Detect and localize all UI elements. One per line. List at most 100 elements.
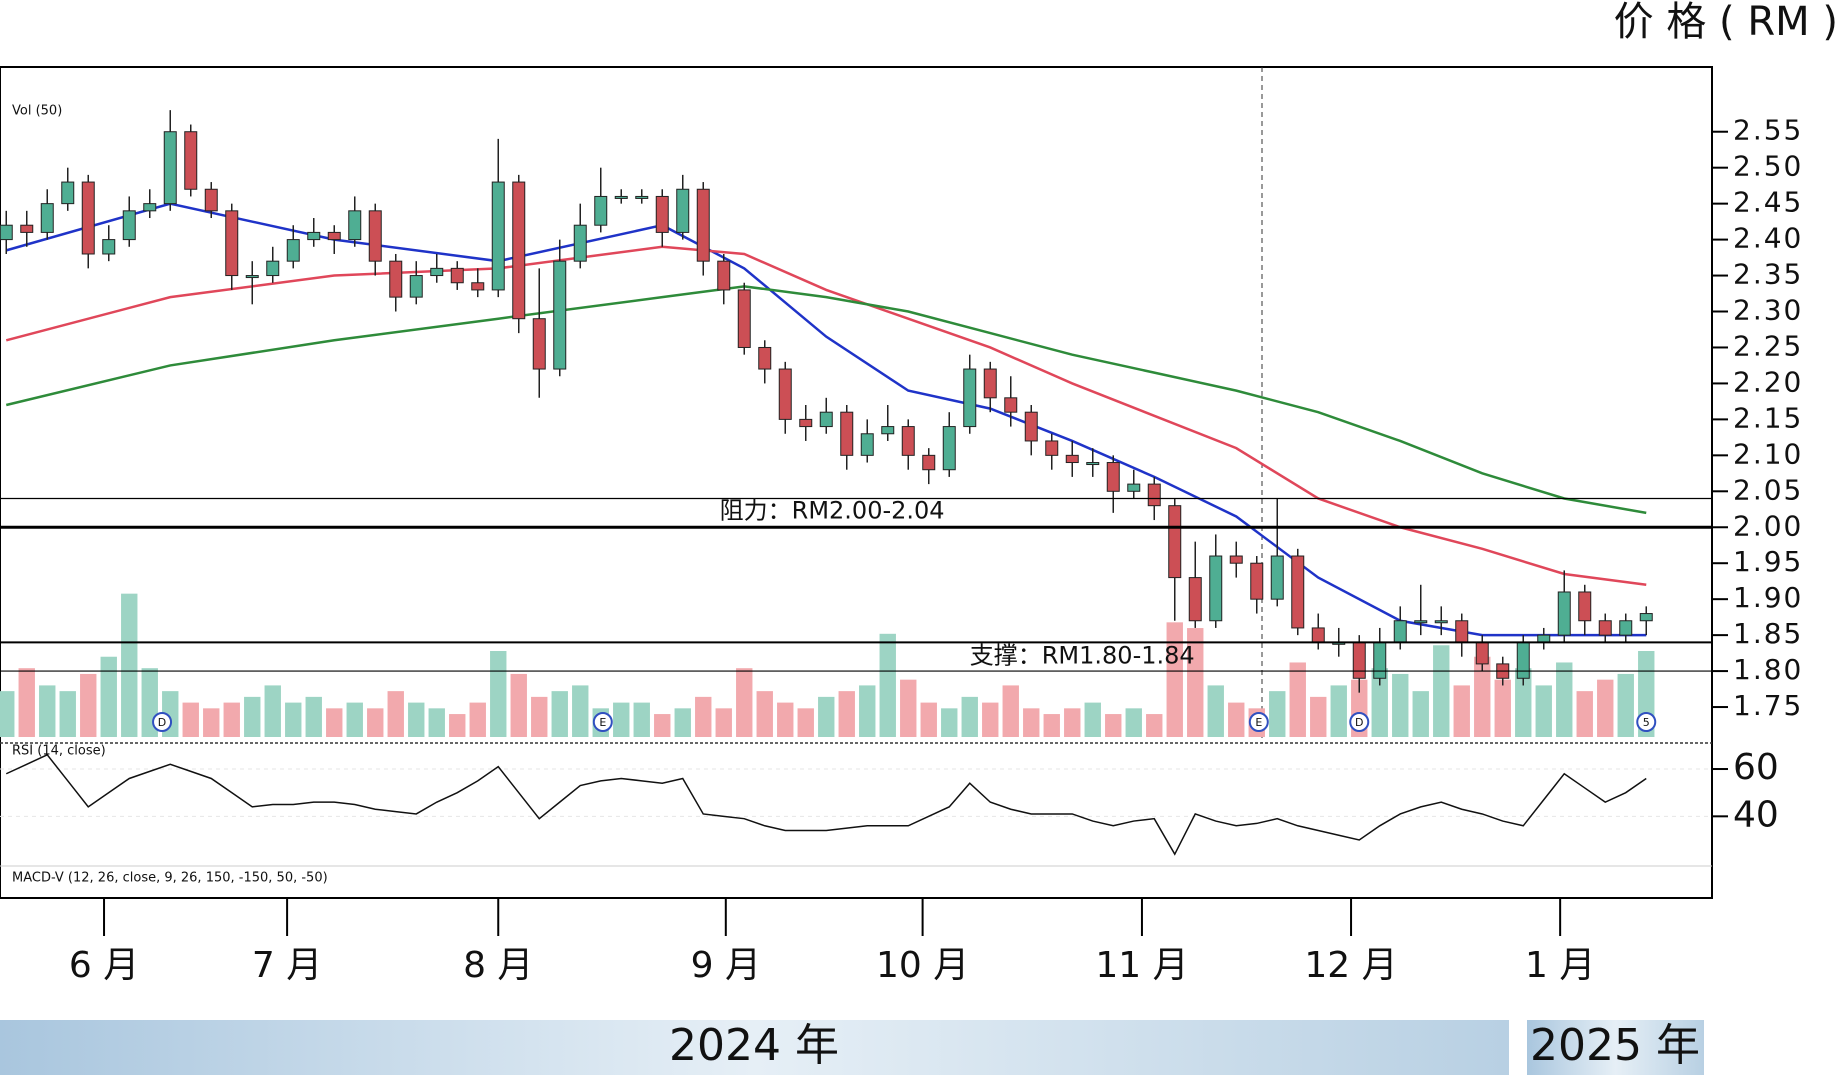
- volume-bar: [920, 702, 937, 737]
- volume-bar: [203, 708, 220, 737]
- candle-body: [1639, 613, 1653, 622]
- candle-body: [0, 224, 13, 241]
- volume-bar: [1228, 702, 1245, 737]
- volume-bar: [1535, 685, 1552, 737]
- annotation: 支撑：RM1.80-1.84: [970, 642, 1195, 670]
- candle-body: [614, 195, 628, 199]
- volume-bar: [613, 702, 630, 737]
- candle-body: [860, 433, 874, 456]
- candle-body: [1168, 505, 1182, 579]
- y-tick-label: 2.30: [1733, 294, 1803, 327]
- candle-body: [635, 195, 649, 199]
- candle-body: [594, 195, 608, 226]
- volume-bar: [1392, 673, 1409, 737]
- candle-body: [163, 131, 177, 205]
- rsi-tick-label: 40: [1733, 794, 1779, 835]
- volume-bar: [428, 708, 445, 737]
- volume-bar: [1330, 685, 1347, 737]
- volume-bar: [1597, 679, 1614, 737]
- x-tick-label: 7 月: [252, 945, 322, 986]
- rsi-line: [5, 753, 1647, 856]
- volume-bar: [1474, 656, 1491, 737]
- volume-bar: [223, 702, 240, 737]
- volume-bar: [551, 691, 568, 737]
- volume-bar: [18, 668, 35, 737]
- candle-body: [266, 260, 280, 277]
- volume-bar: [1310, 696, 1327, 737]
- candle-body: [963, 368, 977, 428]
- volume-bar: [1433, 645, 1450, 737]
- candle-body: [676, 188, 690, 233]
- x-tick-label: 11 月: [1095, 945, 1188, 986]
- year-band: [0, 1020, 1509, 1075]
- candle-body: [471, 282, 485, 291]
- volume-bar: [1187, 628, 1204, 737]
- volume-bar: [1412, 691, 1429, 737]
- y-tick-label: 2.35: [1733, 258, 1803, 291]
- volume-bar: [490, 651, 507, 737]
- candle-body: [983, 368, 997, 399]
- y-tick-label: 2.45: [1733, 186, 1803, 219]
- candle-body: [1004, 397, 1018, 413]
- unit-label: 价 格 ( RM ): [1614, 0, 1838, 45]
- volume-bar: [305, 696, 322, 737]
- volume-bar: [695, 696, 712, 737]
- candle-body: [696, 188, 710, 262]
- volume-bar: [1043, 714, 1060, 737]
- candle-body: [20, 224, 34, 233]
- candle-body: [1537, 634, 1551, 643]
- volume-bar: [182, 702, 199, 737]
- volume-bar: [838, 691, 855, 737]
- event-label: 5: [1643, 716, 1650, 729]
- candle-body: [1373, 641, 1387, 679]
- candle-body: [1352, 641, 1366, 679]
- volume-bar: [285, 702, 302, 737]
- volume-bar: [777, 702, 794, 737]
- candle-body: [1414, 620, 1428, 624]
- volume-bar: [900, 679, 917, 737]
- volume-bar: [469, 702, 486, 737]
- candle-body: [1516, 641, 1530, 679]
- y-tick-label: 2.25: [1733, 329, 1803, 362]
- volume-bar: [961, 696, 978, 737]
- volume-bar: [756, 691, 773, 737]
- candle-body: [225, 210, 239, 277]
- candle-body: [1270, 555, 1284, 600]
- rsi-tick-label: 60: [1733, 747, 1779, 788]
- candle-body: [1393, 620, 1407, 643]
- volume-bar: [879, 633, 896, 737]
- volume-bar: [100, 656, 117, 737]
- y-tick-label: 2.15: [1733, 401, 1803, 434]
- candle-body: [430, 267, 444, 277]
- candle-body: [881, 426, 895, 435]
- volume-bar: [1617, 673, 1634, 737]
- volume-bar: [449, 714, 466, 737]
- volume-bar: [1289, 662, 1306, 737]
- event-label: E: [599, 716, 606, 729]
- volume-bar: [510, 673, 527, 737]
- candle-body: [1434, 620, 1448, 624]
- candle-body: [532, 318, 546, 370]
- candle-body: [1619, 620, 1633, 636]
- candle-body: [286, 239, 300, 262]
- price-panel: [0, 110, 1655, 737]
- candle-body: [40, 203, 54, 233]
- candle-body: [1024, 411, 1038, 442]
- volume-bar: [1146, 714, 1163, 737]
- candle-body: [942, 426, 956, 471]
- candle-body: [1065, 454, 1079, 464]
- candle-body: [778, 368, 792, 420]
- moving-average: [5, 245, 1647, 587]
- candle-body: [901, 426, 915, 456]
- candle-body: [1475, 641, 1489, 665]
- candle-body: [840, 411, 854, 456]
- x-tick-label: 8 月: [463, 945, 533, 986]
- candle-body: [758, 346, 772, 370]
- candle-body: [204, 188, 218, 212]
- legend-text: RSI (14, close): [12, 744, 106, 759]
- volume-bar: [941, 708, 958, 737]
- volume-bar: [531, 696, 548, 737]
- candle-body: [327, 231, 341, 241]
- candle-body: [1106, 462, 1120, 492]
- y-tick-label: 2.40: [1733, 222, 1803, 255]
